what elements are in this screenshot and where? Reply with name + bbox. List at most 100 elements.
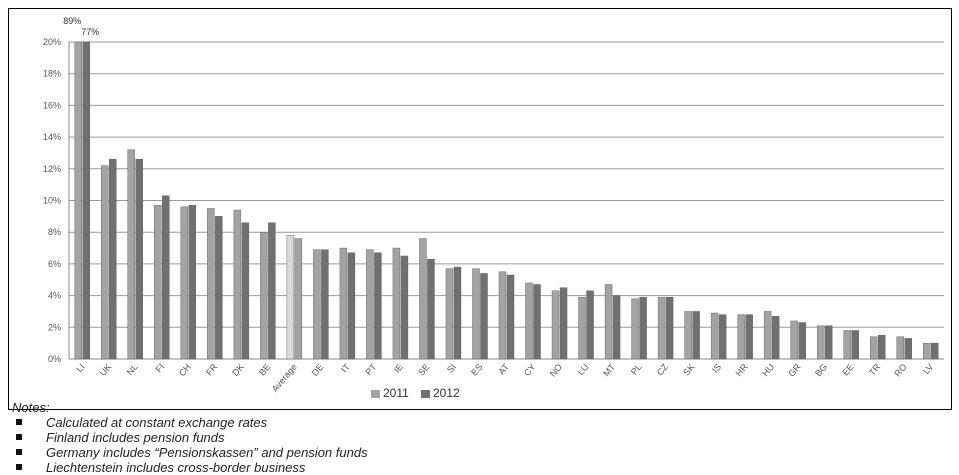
notes-list: Calculated at constant exchange rates Fi… (12, 415, 952, 475)
bar-2011 (551, 290, 560, 360)
y-tick-label: 0% (48, 354, 61, 364)
note-text: Germany includes “Pensionskassen” and pe… (46, 445, 368, 460)
bar-2011 (154, 205, 162, 360)
x-tick-label: DK (230, 362, 246, 378)
x-tick-label: NL (125, 362, 140, 377)
x-tick-label: UK (98, 362, 114, 378)
bar-2012 (718, 314, 727, 360)
bar-2011 (604, 284, 613, 360)
bar-2012 (135, 159, 143, 360)
note-text: Liechtenstein includes cross-border busi… (46, 460, 306, 475)
bar-2012 (745, 314, 753, 360)
bar-2011 (657, 296, 666, 360)
bar-2011 (286, 235, 295, 360)
legend-swatch (371, 390, 380, 398)
x-tick-label: RO (892, 362, 908, 379)
bar-2012 (824, 325, 833, 360)
bullet-icon (16, 449, 22, 455)
note-item: Liechtenstein includes cross-border busi… (12, 460, 952, 475)
bar-2012 (559, 287, 568, 360)
bar-2012 (878, 335, 886, 360)
x-tick-label: TR (867, 361, 883, 377)
bar-2012 (931, 342, 939, 360)
x-tick-label: IS (710, 362, 723, 375)
bar-2011 (233, 209, 242, 360)
x-tick-label: IE (392, 362, 405, 375)
bar-2012 (321, 249, 329, 360)
bar-2011 (790, 320, 798, 360)
bar-2011 (896, 336, 904, 360)
x-tick-label: BE (257, 362, 272, 378)
notes-section: Notes: Calculated at constant exchange r… (12, 400, 952, 475)
bar-2012 (665, 296, 674, 360)
note-item: Germany includes “Pensionskassen” and pe… (12, 445, 952, 460)
bar-2012 (586, 290, 594, 360)
x-tick-label: HU (760, 362, 776, 378)
bar-2012 (82, 41, 90, 360)
legend-label: 2011 (383, 386, 409, 400)
bar-2011 (366, 249, 374, 360)
bar-2012 (268, 222, 276, 360)
bar-2012 (215, 216, 223, 360)
bar-2012 (798, 322, 806, 360)
bar-2011 (260, 231, 268, 360)
bar-2011 (180, 206, 189, 360)
data-label: 77% (81, 27, 99, 37)
x-tick-label: BG (813, 362, 829, 378)
x-tick-label: NO (548, 362, 564, 379)
bar-2012 (692, 311, 700, 360)
bar-2011 (207, 208, 215, 360)
note-text: Finland includes pension funds (46, 430, 225, 445)
bullet-icon (16, 434, 22, 440)
bar-2011 (737, 314, 745, 360)
bar-2011 (74, 41, 82, 360)
bar-2011 (445, 268, 454, 360)
bar-2011 (843, 330, 851, 360)
x-tick-label: SI (445, 362, 458, 375)
bar-2012 (612, 295, 621, 360)
y-tick-label: 2% (48, 322, 61, 332)
bar-2011 (923, 342, 931, 360)
x-tick-label: LV (921, 362, 935, 376)
bar-2011 (763, 311, 772, 360)
y-tick-label: 4% (48, 291, 61, 301)
bar-2011 (710, 312, 719, 360)
x-tick-label: CZ (655, 361, 671, 377)
bar-2011 (101, 165, 109, 360)
x-tick-label: LU (576, 362, 591, 377)
bar-2011 (498, 271, 507, 360)
bar-2012 (533, 284, 541, 360)
x-tick-label: SK (681, 362, 696, 378)
x-tick-label: PT (363, 361, 378, 377)
notes-title: Notes: (12, 400, 50, 415)
y-tick-label: 6% (48, 259, 61, 269)
x-tick-label: CH (177, 362, 193, 378)
bar-2012 (427, 258, 435, 360)
y-tick-label: 10% (43, 196, 61, 206)
x-tick-label: ES (469, 362, 484, 378)
legend-swatch (421, 390, 430, 398)
chart-frame: 0% 2% 4% 6% 8% 10% 12% 14% 16% 18% 20% LI UK NL FI CH FR… (8, 8, 952, 410)
y-tick-label: 14% (43, 132, 61, 142)
bar-2012 (771, 316, 780, 360)
bar-2012 (188, 205, 197, 360)
data-label: 89% (63, 16, 81, 26)
bar-2011 (578, 296, 586, 360)
x-tick-label: GR (786, 361, 803, 378)
x-tick-label: HR (734, 361, 750, 378)
bar-2012 (241, 222, 250, 360)
bar-2012 (294, 238, 303, 360)
x-tick-label: Average (270, 362, 299, 394)
bar-2012 (480, 273, 488, 360)
y-tick-label: 12% (43, 164, 61, 174)
x-tick-label: DE (310, 362, 326, 378)
bar-2012 (851, 330, 859, 360)
y-tick-label: 16% (43, 100, 61, 110)
x-tick-label: PL (629, 362, 644, 377)
bar-2012 (374, 252, 382, 360)
bar-2012 (506, 274, 515, 360)
x-tick-label: IT (339, 361, 352, 374)
bar-2012 (639, 296, 647, 360)
y-tick-label: 20% (43, 37, 61, 47)
x-tick-label: SE (416, 362, 431, 378)
